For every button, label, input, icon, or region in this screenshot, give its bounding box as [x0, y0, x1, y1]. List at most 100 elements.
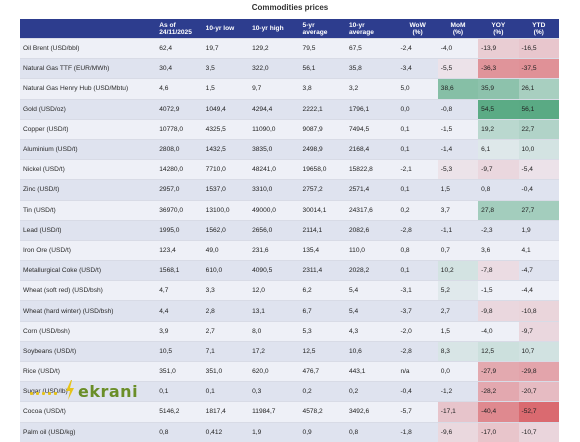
cell-asof: 3,9: [156, 320, 203, 342]
cell-ytd: -10,7: [518, 421, 559, 442]
cell-yoy: -36,3: [478, 58, 519, 79]
cell-ytd: -0,4: [518, 179, 559, 200]
cell-avg5: 6,2: [299, 280, 346, 301]
cell-high10: 8,0: [249, 320, 300, 342]
cell-avg10: 3,2: [345, 78, 398, 100]
table-row: Wheat (hard winter) (USD/bsh) 4,4 2,8 13,1 6…: [20, 300, 559, 322]
cell-ytd: -20,7: [518, 381, 559, 402]
cell-low10: 4325,5: [202, 118, 250, 140]
cell-high10: 9,7: [249, 78, 300, 100]
cell-mom: -17,1: [437, 401, 479, 423]
cell-avg5: 3,8: [299, 78, 346, 100]
cell-high10: 3310,0: [249, 179, 300, 200]
cell-avg5: 19658,0: [299, 159, 346, 180]
col-header-asof: As of 24/11/2025: [156, 19, 203, 39]
cell-ytd: -37,5: [518, 58, 559, 79]
cell-ytd: -4,7: [518, 260, 559, 281]
cell-high10: 1,9: [249, 421, 300, 442]
cell-ytd: 10,0: [518, 138, 559, 160]
cell-avg5: 0,2: [299, 381, 346, 402]
commodity-name: Natural Gas TTF (EUR/MWh): [20, 58, 157, 79]
commodity-name: Iron Ore (USD/t): [20, 239, 157, 261]
cell-avg5: 2757,2: [299, 179, 346, 200]
cell-high10: 49000,0: [249, 199, 300, 221]
table-row: Wheat (soft red) (USD/bsh) 4,7 3,3 12,0 6,2 5…: [20, 280, 559, 301]
cell-yoy: -9,7: [478, 159, 519, 180]
cell-avg5: 2222,1: [299, 98, 346, 120]
commodity-name: Tin (USD/t): [20, 199, 157, 221]
cell-avg5: 2114,1: [299, 219, 346, 241]
cell-wow: -2,1: [397, 159, 438, 180]
cell-wow: -3,4: [397, 58, 438, 79]
cell-ytd: -4,4: [518, 280, 559, 301]
cell-avg10: 24317,6: [345, 199, 398, 221]
col-header-yoy: YOY (%): [478, 19, 519, 39]
cell-wow: -2,0: [397, 320, 438, 342]
cell-avg10: 4,3: [345, 320, 398, 342]
cell-high10: 620,0: [249, 360, 300, 382]
cell-low10: 0,1: [202, 381, 250, 402]
cell-yoy: 19,2: [478, 118, 519, 140]
cell-avg10: 7494,5: [345, 118, 398, 140]
cell-mom: 3,7: [437, 199, 479, 221]
col-header-avg10: 10-yr average: [345, 19, 398, 39]
cell-asof: 4,7: [156, 280, 203, 301]
logo-text: ekrani: [78, 382, 139, 401]
cell-avg10: 2571,4: [345, 179, 398, 200]
cell-low10: 1,5: [202, 78, 250, 100]
cell-avg5: 56,1: [299, 58, 346, 79]
cell-yoy: 35,9: [478, 78, 519, 100]
commodity-name: Aluminium (USD/t): [20, 138, 157, 160]
table-row: Zinc (USD/t) 2957,0 1537,0 3310,0 2757,2 2571…: [20, 179, 559, 200]
table-row: Oil Brent (USD/bbl) 62,4 19,7 129,2 79,5 67,5…: [20, 37, 559, 59]
cell-yoy: 54,5: [478, 98, 519, 120]
table-row: Gold (USD/oz) 4072,9 1049,4 4294,4 2222,1 179…: [20, 98, 559, 120]
cell-asof: 123,4: [156, 239, 203, 261]
commodities-table: As of 24/11/2025 10-yr low 10-yr high 5-y…: [20, 19, 559, 442]
cell-avg5: 2311,4: [299, 260, 346, 281]
cell-avg10: 5,4: [345, 300, 398, 322]
cell-wow: -0,4: [397, 381, 438, 402]
cell-avg5: 135,4: [299, 239, 346, 261]
cell-mom: 38,6: [437, 78, 479, 100]
cell-low10: 1432,5: [202, 138, 250, 160]
cell-mom: 8,3: [437, 340, 479, 362]
cell-asof: 4,6: [156, 78, 203, 100]
table-row: Copper (USD/t) 10778,0 4325,5 11090,0 9087,9…: [20, 118, 559, 140]
cell-wow: 0,1: [397, 118, 438, 140]
cell-asof: 1568,1: [156, 260, 203, 281]
cell-high10: 11090,0: [249, 118, 300, 140]
cell-avg10: 5,4: [345, 280, 398, 301]
table-row: Soybeans (USD/t) 10,5 7,1 17,2 12,5 10,6 -2,8 8…: [20, 340, 559, 362]
commodity-name: Natural Gas Henry Hub (USD/Mbtu): [20, 78, 157, 100]
cell-mom: -1,1: [437, 219, 479, 241]
cell-high10: 0,3: [249, 381, 300, 402]
cell-avg10: 443,1: [345, 360, 398, 382]
commodity-name: Wheat (hard winter) (USD/bsh): [20, 300, 157, 322]
table-row: Nickel (USD/t) 14280,0 7710,0 48241,0 19658,…: [20, 159, 559, 180]
cell-avg10: 0,8: [345, 421, 398, 442]
table-row: Natural Gas Henry Hub (USD/Mbtu) 4,6 1,5 9,…: [20, 78, 559, 100]
cell-yoy: -1,5: [478, 280, 519, 301]
cell-high10: 4294,4: [249, 98, 300, 120]
lightning-bolt-icon: [66, 380, 74, 400]
col-header-avg5: 5-yr average: [299, 19, 346, 39]
table-row: Rice (USD/t) 351,0 351,0 620,0 476,7 443,1 n/a…: [20, 360, 559, 382]
cell-low10: 19,7: [202, 37, 250, 59]
cell-low10: 49,0: [202, 239, 250, 261]
commodity-name: Rice (USD/t): [20, 360, 157, 382]
cell-low10: 7,1: [202, 340, 250, 362]
cell-mom: 2,7: [437, 300, 479, 322]
cell-mom: 0,7: [437, 239, 479, 261]
cell-wow: 0,8: [397, 239, 438, 261]
cell-ytd: -5,4: [518, 159, 559, 180]
cell-asof: 4072,9: [156, 98, 203, 120]
cell-yoy: -4,0: [478, 320, 519, 342]
cell-high10: 17,2: [249, 340, 300, 362]
cell-wow: 0,2: [397, 199, 438, 221]
cell-ytd: 22,7: [518, 118, 559, 140]
cell-low10: 610,0: [202, 260, 250, 281]
cell-yoy: -40,4: [478, 401, 519, 423]
cell-avg5: 30014,1: [299, 199, 346, 221]
cell-asof: 30,4: [156, 58, 203, 79]
